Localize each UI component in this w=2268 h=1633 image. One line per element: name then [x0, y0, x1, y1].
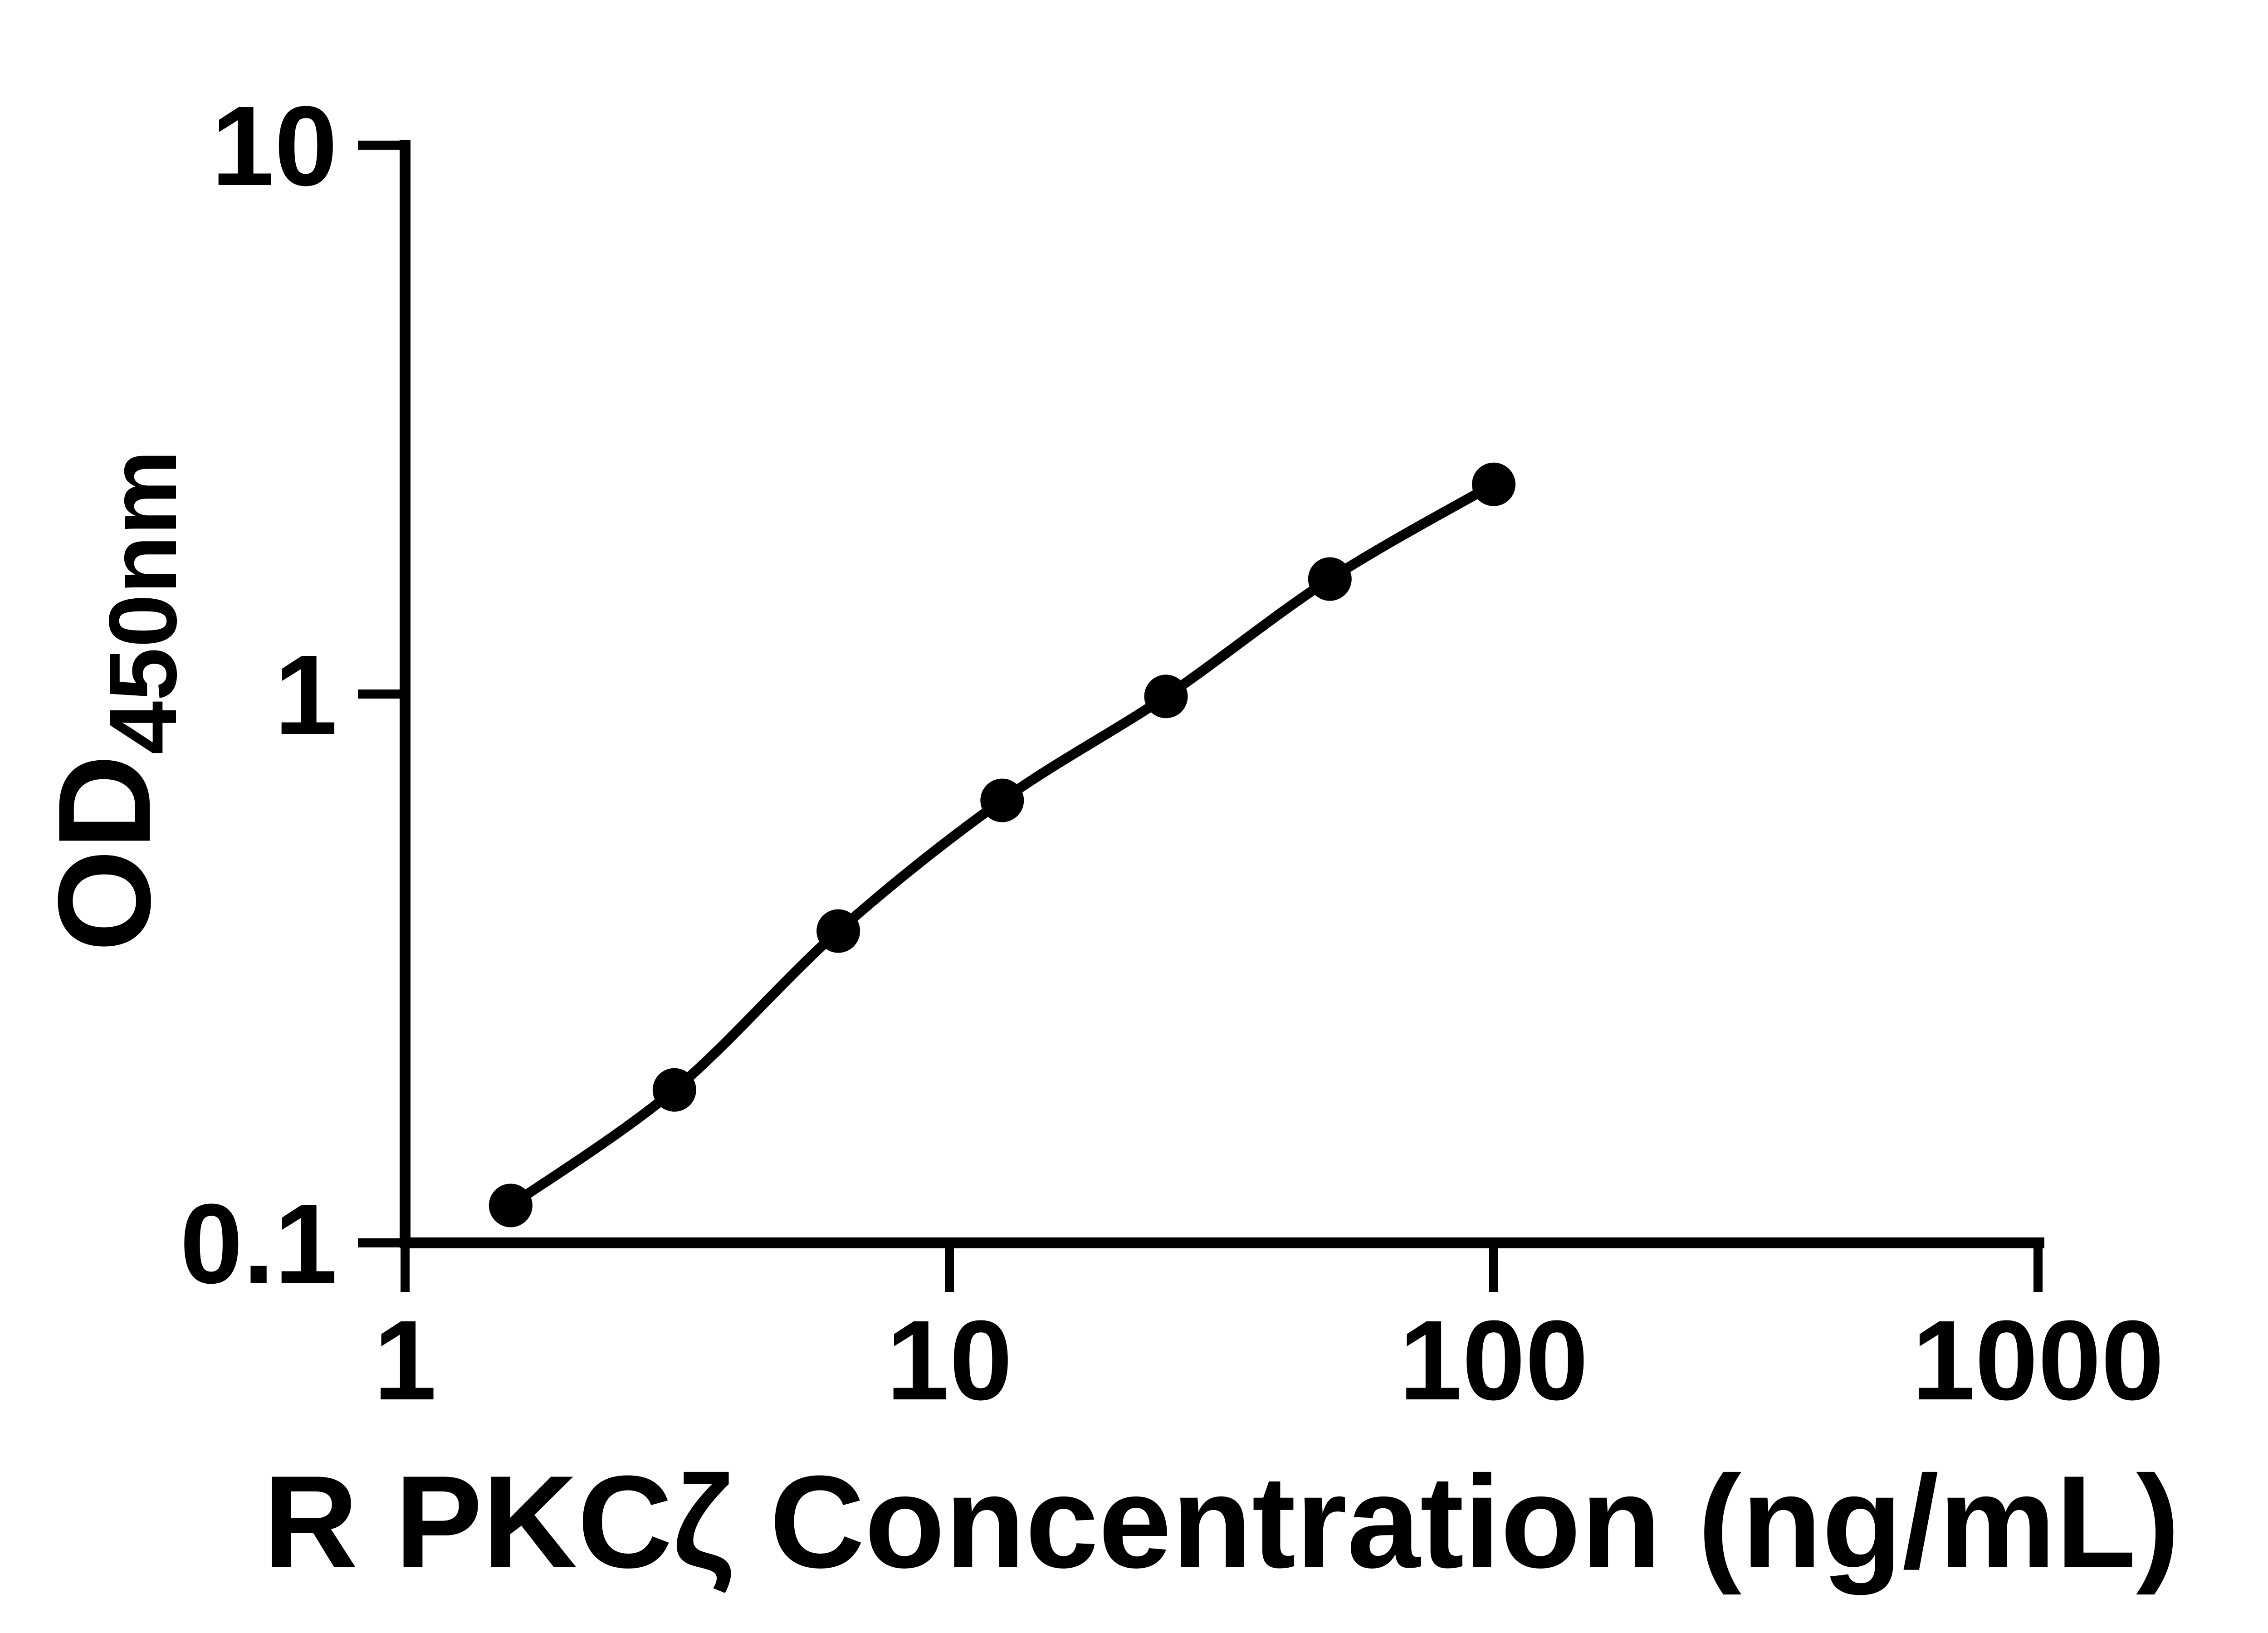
x-tick-label: 10: [886, 1297, 1012, 1423]
data-point-marker: [489, 1183, 533, 1227]
y-tick-label: 1: [274, 631, 337, 758]
x-tick-label: 100: [1399, 1297, 1588, 1423]
data-point-markers: [489, 462, 1515, 1227]
data-point-marker: [652, 1068, 696, 1112]
data-point-marker: [1308, 557, 1352, 601]
y-axis-title: OD450nm: [31, 450, 196, 952]
data-point-marker: [980, 778, 1024, 822]
data-point-marker: [816, 909, 860, 953]
y-axis-title-main: OD: [31, 754, 178, 952]
x-tick-label: 1000: [1912, 1297, 2164, 1423]
y-axis-ticks: [358, 141, 406, 1247]
data-point-marker: [1144, 675, 1188, 719]
y-axis-title-subscript: 450nm: [89, 450, 196, 755]
y-axis-tick-labels: 0.1 1 10: [180, 83, 337, 1307]
data-point-marker: [1472, 462, 1515, 506]
y-tick-label: 0.1: [180, 1180, 337, 1307]
y-tick-label: 10: [211, 83, 337, 209]
x-axis-tick-labels: 1 10 100 1000: [373, 1297, 2164, 1423]
x-tick-label: 1: [373, 1297, 436, 1423]
x-axis-ticks: [401, 1243, 2043, 1292]
x-axis-title: R PKCζ Concentration (ng/mL): [263, 1448, 2180, 1596]
axes: [400, 140, 2044, 1248]
